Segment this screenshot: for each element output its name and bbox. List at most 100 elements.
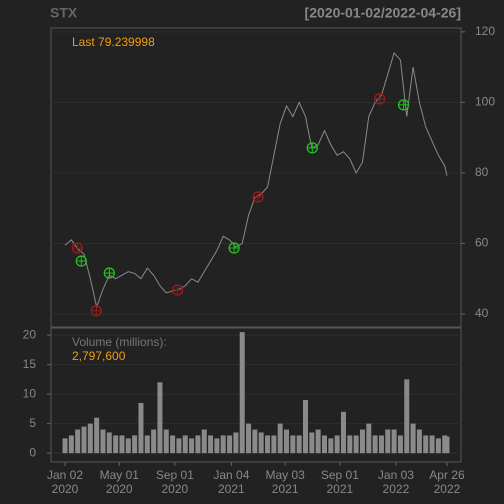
x-tick-year: 2021: [327, 482, 354, 496]
signal-marker: [71, 242, 83, 254]
volume-bar: [75, 429, 81, 454]
y-tick-label: 80: [475, 165, 489, 179]
volume-bar: [233, 432, 239, 454]
volume-bar: [176, 438, 182, 454]
volume-bar: [302, 400, 308, 454]
y-tick-label: 100: [475, 95, 495, 109]
x-tick-year: 2022: [383, 482, 410, 496]
signal-marker: [397, 99, 410, 111]
volume-bar: [144, 435, 150, 454]
y-tick-label: 15: [23, 357, 37, 371]
volume-bar: [163, 429, 169, 454]
volume-bar: [113, 435, 119, 454]
volume-bar: [328, 438, 334, 454]
volume-bar: [119, 435, 125, 454]
volume-bar: [290, 435, 296, 454]
volume-bar: [391, 429, 397, 454]
x-tick-year: 2021: [272, 482, 299, 496]
signal-marker: [103, 267, 115, 279]
y-tick-label: 0: [29, 445, 36, 459]
y-tick-label: 20: [23, 327, 37, 341]
last-label: Last: [72, 35, 95, 49]
x-tick-label: Jan 03: [378, 468, 414, 482]
volume-bar: [296, 435, 302, 454]
volume-bar: [258, 432, 264, 454]
volume-bar: [284, 429, 290, 454]
volume-bar: [125, 438, 131, 454]
volume-bar: [189, 438, 195, 454]
x-tick-year: 2020: [106, 482, 133, 496]
volume-bar: [423, 435, 429, 454]
chart-title: STX: [50, 5, 78, 21]
volume-bar: [170, 435, 176, 454]
volume-bar: [94, 417, 100, 454]
volume-panel: [50, 327, 462, 463]
volume-bar: [404, 379, 410, 454]
y-tick-label: 5: [29, 416, 36, 430]
volume-bar: [68, 435, 74, 454]
volume-label: Volume (millions):: [72, 335, 167, 349]
volume-bar: [315, 429, 321, 454]
signal-marker: [171, 284, 184, 296]
volume-bar: [410, 423, 416, 454]
x-tick-label: Jan 02: [47, 468, 83, 482]
x-tick-year: 2022: [434, 482, 461, 496]
volume-bar: [334, 435, 340, 454]
x-tick-label: Sep 01: [156, 468, 194, 482]
price-panel: [50, 27, 462, 328]
volume-bar: [378, 435, 384, 454]
volume-bar: [366, 423, 372, 454]
volume-last: 2,797,600: [72, 349, 126, 363]
last-price: Last 79.239998: [72, 35, 155, 49]
volume-bar: [252, 429, 258, 454]
volume-bar: [239, 332, 245, 454]
volume-bar: [195, 435, 201, 454]
volume-bar: [151, 429, 157, 454]
signal-marker: [75, 255, 87, 267]
volume-bar: [353, 435, 359, 454]
volume-bar: [429, 435, 435, 454]
volume-bar: [138, 402, 144, 454]
x-tick-label: May 03: [265, 468, 305, 482]
volume-bar: [340, 411, 346, 454]
volume-bar: [132, 435, 138, 454]
volume-bar: [347, 435, 353, 454]
signal-marker: [373, 93, 386, 105]
volume-bar: [385, 429, 391, 454]
volume-bar: [397, 435, 403, 454]
x-tick-year: 2021: [218, 482, 245, 496]
last-value: 79.239998: [98, 35, 155, 49]
volume-bar: [81, 426, 87, 454]
signal-marker: [228, 242, 240, 254]
x-tick-label: Sep 01: [321, 468, 359, 482]
signal-marker: [90, 305, 102, 317]
volume-bar: [265, 435, 271, 454]
volume-bar: [62, 438, 68, 454]
volume-bar: [87, 423, 93, 454]
x-tick-year: 2020: [162, 482, 189, 496]
volume-bar: [309, 432, 315, 454]
volume-bar: [444, 436, 450, 454]
y-tick-label: 10: [23, 386, 37, 400]
volume-bar: [372, 435, 378, 454]
x-tick-label: May 01: [100, 468, 140, 482]
volume-bar: [106, 432, 112, 454]
signal-marker: [252, 191, 264, 203]
y-tick-label: 60: [475, 236, 489, 250]
volume-bar: [435, 438, 441, 454]
volume-bar: [201, 429, 207, 454]
signal-marker: [306, 142, 318, 154]
volume-bar: [359, 429, 365, 454]
volume-bar: [100, 429, 106, 454]
x-tick-year: 2020: [52, 482, 79, 496]
volume-bar: [157, 382, 163, 454]
x-tick-label: Apr 26: [429, 468, 465, 482]
volume-bar: [321, 435, 327, 454]
y-tick-label: 40: [475, 306, 489, 320]
volume-bar: [271, 435, 277, 454]
volume-bar: [416, 429, 422, 454]
y-tick-label: 120: [475, 24, 495, 38]
